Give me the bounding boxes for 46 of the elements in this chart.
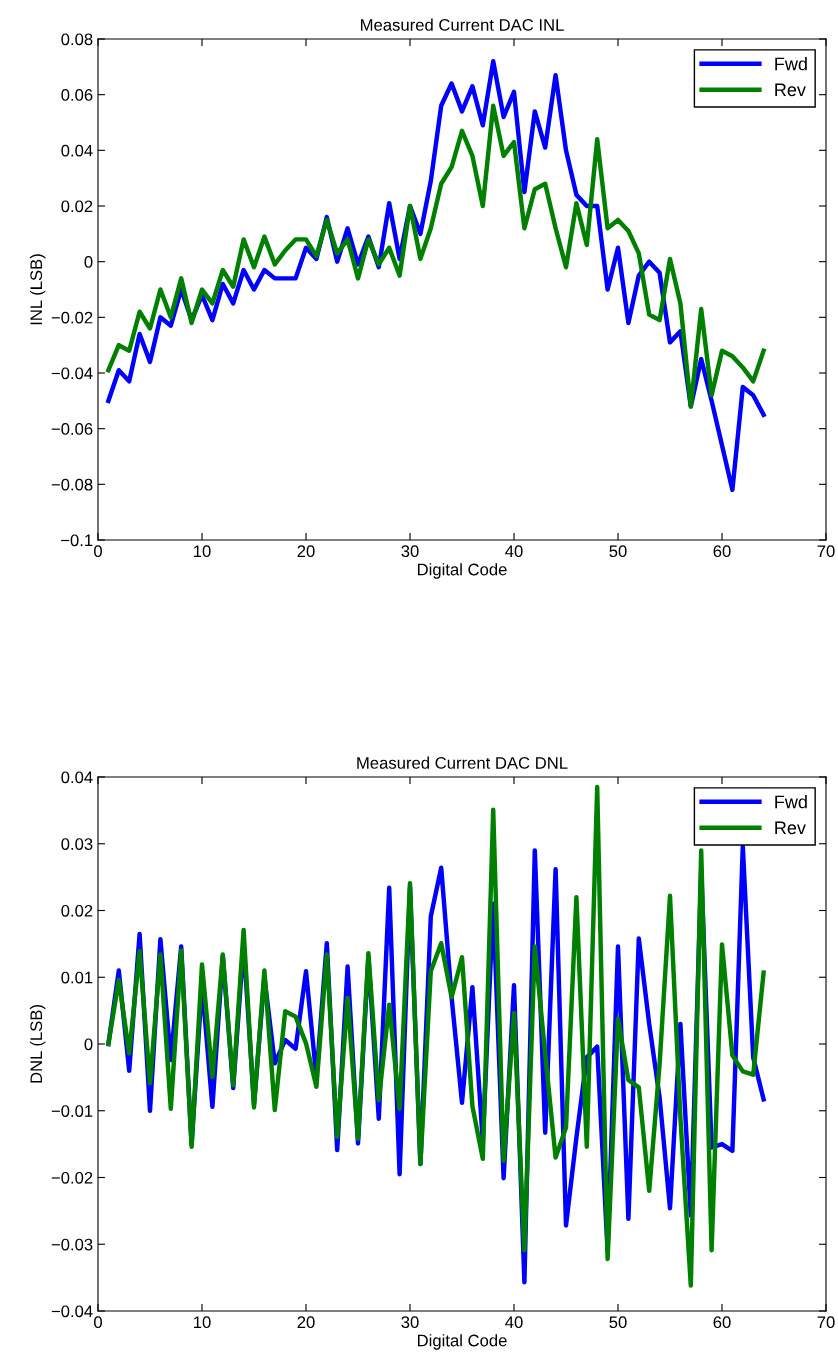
y-tick-label: 0.03 (61, 838, 93, 850)
x-tick-label: 0 (94, 1316, 102, 1329)
y-tick-label: 0.08 (61, 33, 93, 46)
x-tick-label: 40 (505, 545, 523, 558)
chart-title: Measured Current DAC INL (361, 18, 564, 31)
y-tick-label: −0.03 (51, 1238, 93, 1251)
x-tick-label: 30 (401, 1316, 419, 1329)
y-tick-label: −0.04 (51, 1305, 93, 1318)
legend-label: Rev (775, 83, 806, 97)
legend-label: Fwd (775, 795, 807, 809)
y-tick-label: 0 (84, 256, 93, 268)
x-tick-label: 60 (713, 545, 731, 558)
y-tick-label: 0.04 (61, 771, 93, 784)
x-axis-title: Digital Code (417, 1334, 507, 1350)
y-tick-label: −0.04 (51, 367, 93, 380)
x-tick-label: 50 (609, 545, 627, 558)
y-tick-label: −0.02 (51, 311, 93, 324)
y-tick-label: −0.06 (51, 423, 93, 435)
y-tick-label: 0.06 (61, 89, 93, 101)
y-tick-label: 0 (84, 1038, 93, 1051)
x-tick-label: 10 (194, 545, 211, 558)
legend-label: Fwd (775, 57, 807, 71)
x-tick-label: 0 (94, 545, 102, 558)
x-tick-label: 50 (609, 1316, 627, 1329)
y-tick-label: 0.02 (61, 904, 93, 917)
line-series (106, 103, 766, 409)
y-tick-label: −0.02 (51, 1171, 93, 1184)
x-tick-label: 20 (297, 1316, 315, 1329)
y-tick-label: 0.02 (61, 200, 93, 213)
y-tick-label: −0.01 (51, 1105, 93, 1117)
x-tick-label: 70 (817, 545, 835, 558)
x-tick-label: 40 (505, 1316, 523, 1329)
x-tick-label: 10 (194, 1316, 211, 1329)
x-tick-label: 20 (297, 545, 315, 558)
y-tick-label: 0.04 (61, 144, 93, 157)
x-tick-label: 60 (713, 1316, 731, 1329)
y-tick-label: −0.08 (51, 478, 93, 491)
x-tick-label: 70 (817, 1316, 835, 1329)
x-tick-label: 30 (401, 545, 419, 558)
y-tick-label: −0.1 (61, 534, 93, 547)
y-axis-title: DNL (LSB) (29, 1005, 46, 1083)
x-axis-title: Digital Code (417, 563, 507, 579)
chart-title: Measured Current DAC DNL (357, 756, 568, 769)
y-tick-label: 0.01 (61, 971, 93, 984)
y-axis-title: INL (LSB) (29, 254, 46, 325)
legend-label: Rev (775, 821, 806, 835)
